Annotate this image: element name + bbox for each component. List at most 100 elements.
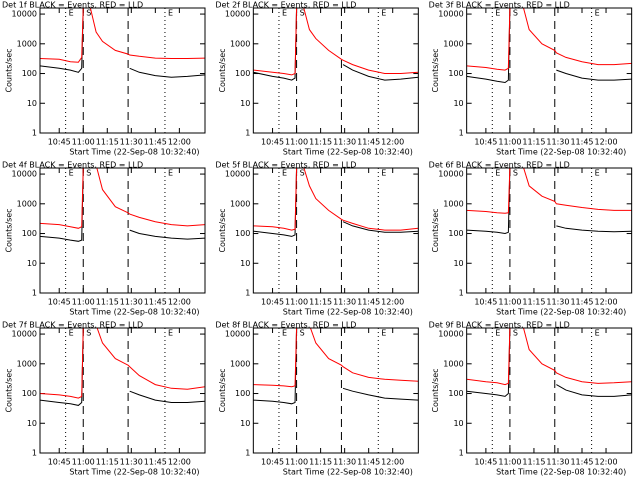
x-tick-label: 10:45 bbox=[474, 138, 497, 147]
y-tick-label: 10000 bbox=[438, 10, 463, 19]
x-tick-label: 11:30 bbox=[333, 298, 356, 307]
y-tick-label: 10 bbox=[240, 419, 250, 428]
x-tick-label: 11:30 bbox=[120, 138, 143, 147]
panel: Det 6f BLACK = Events, RED = LLD Counts/s… bbox=[429, 161, 633, 317]
panel: Det 8f BLACK = Events, RED = LLD Counts/s… bbox=[215, 321, 419, 477]
y-tick-label: 10000 bbox=[225, 330, 250, 339]
panel-title: Det 8f BLACK = Events, RED = LLD bbox=[215, 321, 356, 330]
marker-label: E bbox=[381, 169, 386, 178]
x-tick-label: 12:00 bbox=[594, 138, 617, 147]
data-line bbox=[466, 8, 632, 84]
x-tick-label: 11:15 bbox=[96, 138, 119, 147]
x-tick-label: 11:15 bbox=[309, 138, 332, 147]
y-tick-label: 1 bbox=[32, 289, 37, 298]
y-tick-label: 1000 bbox=[17, 359, 37, 368]
panel-title: Det 5f BLACK = Events, RED = LLD bbox=[215, 161, 356, 170]
y-axis-label: Counts/sec bbox=[218, 48, 227, 92]
y-tick-label: 10000 bbox=[12, 170, 37, 179]
y-tick-label: 100 bbox=[22, 69, 37, 78]
marker-label: S bbox=[86, 329, 91, 338]
panel-title: Det 7f BLACK = Events, RED = LLD bbox=[2, 321, 143, 330]
panel: Det 9f BLACK = Events, RED = LLD Counts/s… bbox=[429, 321, 633, 477]
x-tick-label: 11:45 bbox=[570, 298, 593, 307]
marker-label: S bbox=[86, 9, 91, 18]
x-tick-label: 12:00 bbox=[381, 458, 404, 467]
plot-frame bbox=[252, 167, 419, 294]
data-line bbox=[40, 8, 205, 78]
data-line bbox=[253, 328, 419, 388]
marker-label: E bbox=[168, 9, 173, 18]
y-tick-label: 10000 bbox=[12, 10, 37, 19]
y-tick-label: 1000 bbox=[230, 199, 250, 208]
y-axis-label: Counts/sec bbox=[5, 48, 14, 92]
x-tick-label: 11:15 bbox=[522, 298, 545, 307]
panel-title: Det 6f BLACK = Events, RED = LLD bbox=[429, 161, 570, 170]
x-tick-label: 11:00 bbox=[498, 298, 521, 307]
x-tick-label: 11:15 bbox=[522, 458, 545, 467]
panel-title: Det 3f BLACK = Events, RED = LLD bbox=[429, 1, 570, 10]
marker-label: E bbox=[168, 169, 173, 178]
y-tick-label: 1000 bbox=[17, 39, 37, 48]
panel-title: Det 2f BLACK = Events, RED = LLD bbox=[215, 1, 356, 10]
data-line bbox=[253, 8, 419, 81]
panel: Det 5f BLACK = Events, RED = LLD Counts/s… bbox=[215, 161, 419, 317]
x-tick-label: 12:00 bbox=[381, 298, 404, 307]
x-tick-label: 10:45 bbox=[48, 138, 71, 147]
x-tick-label: 12:00 bbox=[168, 138, 191, 147]
marker-label: E bbox=[282, 329, 287, 338]
marker-label: S bbox=[300, 9, 305, 18]
y-tick-label: 1 bbox=[32, 449, 37, 458]
data-line bbox=[40, 328, 205, 406]
y-tick-label: 1 bbox=[459, 129, 464, 138]
plot-frame bbox=[39, 167, 206, 294]
panel: Det 3f BLACK = Events, RED = LLD Counts/s… bbox=[429, 1, 633, 157]
marker-label: E bbox=[495, 169, 500, 178]
marker-label: E bbox=[282, 9, 287, 18]
plot-frame bbox=[466, 327, 633, 454]
marker-label: E bbox=[381, 9, 386, 18]
data-line bbox=[40, 168, 205, 242]
x-tick-label: 10:45 bbox=[474, 298, 497, 307]
x-tick-label: 11:45 bbox=[144, 298, 167, 307]
panel: Det 4f BLACK = Events, RED = LLD Counts/s… bbox=[2, 161, 206, 317]
y-tick-label: 1000 bbox=[230, 359, 250, 368]
y-tick-label: 10000 bbox=[438, 170, 463, 179]
y-tick-label: 10 bbox=[240, 99, 250, 108]
plot-frame bbox=[466, 167, 633, 294]
x-axis-label: Start Time (22-Sep-08 10:32:40) bbox=[283, 468, 413, 477]
panel-title: Det 1f BLACK = Events, RED = LLD bbox=[2, 1, 143, 10]
x-tick-label: 10:45 bbox=[261, 458, 284, 467]
x-tick-label: 12:00 bbox=[168, 298, 191, 307]
y-tick-label: 10000 bbox=[12, 330, 37, 339]
x-axis-label: Start Time (22-Sep-08 10:32:40) bbox=[69, 468, 199, 477]
x-tick-label: 11:30 bbox=[546, 458, 569, 467]
y-tick-label: 10000 bbox=[438, 330, 463, 339]
marker-label: E bbox=[595, 169, 600, 178]
x-tick-label: 11:00 bbox=[72, 298, 95, 307]
y-tick-label: 1 bbox=[32, 129, 37, 138]
x-tick-label: 11:30 bbox=[546, 138, 569, 147]
x-tick-label: 11:00 bbox=[285, 138, 308, 147]
y-tick-label: 1 bbox=[245, 449, 250, 458]
y-tick-label: 10 bbox=[453, 419, 463, 428]
data-line bbox=[253, 8, 419, 76]
x-tick-label: 11:15 bbox=[309, 298, 332, 307]
x-tick-label: 12:00 bbox=[594, 298, 617, 307]
y-axis-label: Counts/sec bbox=[218, 208, 227, 252]
data-line bbox=[253, 328, 419, 405]
marker-label: E bbox=[69, 329, 74, 338]
data-line bbox=[466, 8, 632, 71]
y-tick-label: 1 bbox=[245, 289, 250, 298]
x-axis-label: Start Time (22-Sep-08 10:32:40) bbox=[496, 148, 626, 157]
x-tick-label: 11:30 bbox=[333, 458, 356, 467]
data-line bbox=[466, 328, 632, 386]
x-tick-label: 11:00 bbox=[498, 458, 521, 467]
marker-label: E bbox=[495, 9, 500, 18]
x-tick-label: 10:45 bbox=[261, 138, 284, 147]
plot-frame bbox=[252, 7, 419, 134]
marker-label: S bbox=[300, 169, 305, 178]
marker-label: E bbox=[282, 169, 287, 178]
panel-title: Det 4f BLACK = Events, RED = LLD bbox=[2, 161, 143, 170]
panel: Det 1f BLACK = Events, RED = LLD Counts/s… bbox=[2, 1, 206, 157]
x-tick-label: 12:00 bbox=[168, 458, 191, 467]
